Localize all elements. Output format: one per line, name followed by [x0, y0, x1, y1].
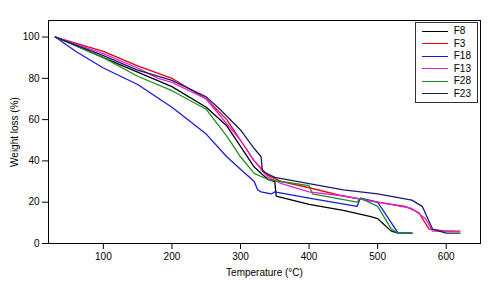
svg-text:100: 100 [23, 31, 40, 42]
svg-text:60: 60 [28, 114, 40, 125]
html-text:F28: F28 [453, 75, 471, 86]
svg-text:300: 300 [232, 251, 249, 262]
svg-text:40: 40 [28, 155, 40, 166]
html-text:F18: F18 [453, 50, 471, 61]
html-text:F3: F3 [453, 37, 466, 49]
svg-text:0: 0 [34, 238, 40, 249]
svg-text:200: 200 [164, 251, 181, 262]
svg-text:80: 80 [28, 73, 40, 84]
svg-text:400: 400 [301, 251, 318, 262]
svg-text:20: 20 [28, 196, 40, 207]
svg-text:100: 100 [95, 251, 112, 262]
svg-text:500: 500 [369, 251, 386, 262]
svg-text:600: 600 [438, 251, 455, 262]
html-text:F13: F13 [453, 62, 471, 74]
html-text:F23: F23 [453, 87, 471, 99]
svg-text:Temperature (°C): Temperature (°C) [226, 267, 303, 278]
html-text:F8: F8 [453, 25, 466, 36]
svg-text:Weight loss (%): Weight loss (%) [9, 97, 20, 167]
